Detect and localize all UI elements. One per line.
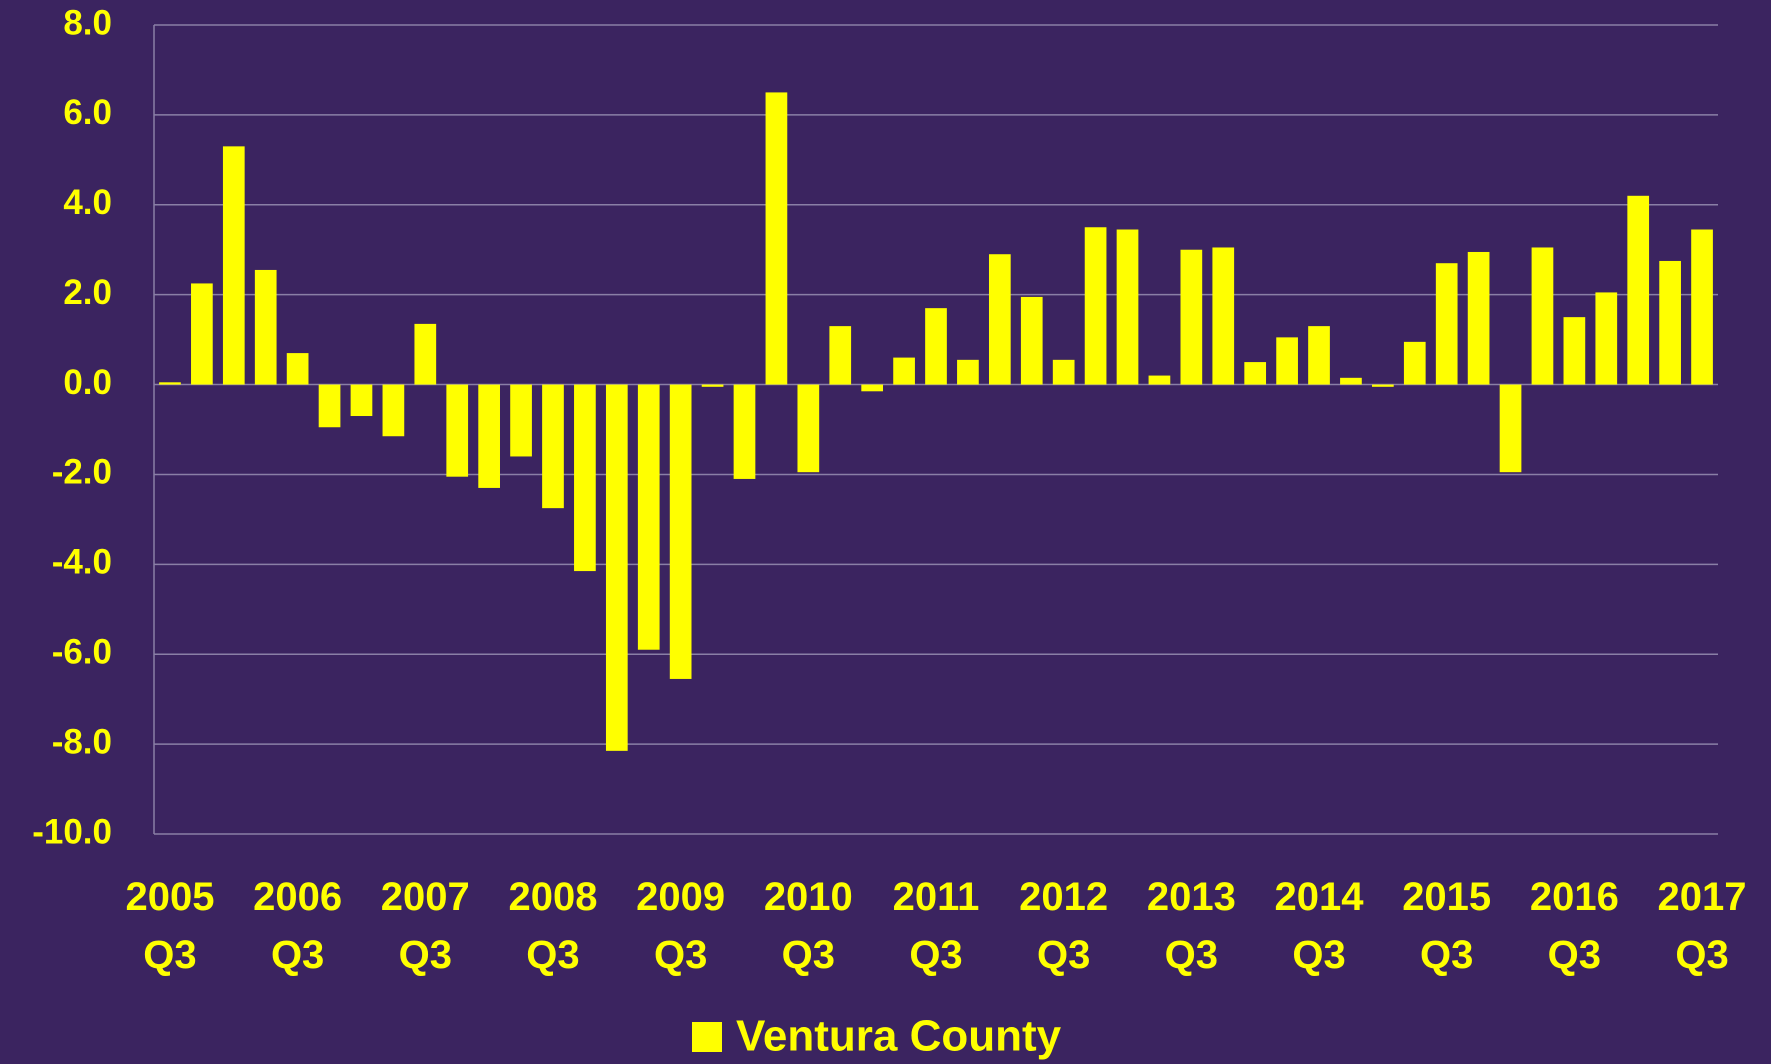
- bar: [159, 382, 181, 385]
- bar: [1467, 251, 1490, 385]
- bar: [1563, 317, 1586, 385]
- bar: [1627, 195, 1650, 385]
- y-tick-label: -4.0: [52, 543, 112, 582]
- bar: [574, 384, 596, 572]
- bar: [861, 384, 884, 392]
- bar: [350, 384, 373, 417]
- bar: [1595, 292, 1618, 385]
- bar: [1403, 341, 1426, 385]
- x-tick-label: 2013 Q3: [1146, 875, 1236, 977]
- y-tick-label: -6.0: [52, 632, 112, 671]
- x-tick-label: 2008 Q3: [508, 875, 598, 977]
- bar: [605, 384, 628, 751]
- bar: [191, 283, 213, 385]
- bar: [797, 384, 820, 473]
- bar: [1691, 229, 1713, 385]
- y-tick-label: -2.0: [52, 453, 112, 492]
- y-tick-label: -8.0: [52, 722, 112, 761]
- bar: [1244, 362, 1267, 385]
- bar: [765, 92, 788, 385]
- bar: [701, 384, 724, 387]
- bar: [1308, 326, 1330, 385]
- bar: [478, 384, 500, 488]
- x-tick-label: 2010 Q3: [763, 875, 853, 977]
- legend-label: Ventura County: [736, 1012, 1062, 1061]
- x-tick-label: 2009 Q3: [636, 875, 726, 977]
- bar: [1276, 337, 1298, 385]
- bar: [637, 384, 660, 650]
- bar: [1148, 375, 1171, 385]
- bar: [222, 146, 245, 385]
- bar: [318, 384, 341, 428]
- bar: [1020, 296, 1043, 385]
- x-tick-label: 2005 Q3: [125, 875, 215, 977]
- bar: [893, 357, 915, 385]
- bar: [1084, 227, 1107, 385]
- bar: [1531, 247, 1554, 385]
- y-tick-label: 2.0: [63, 273, 112, 312]
- x-tick-label: 2014 Q3: [1274, 875, 1364, 977]
- bar: [510, 384, 532, 457]
- bar: [382, 384, 405, 437]
- y-tick-label: 6.0: [63, 93, 112, 132]
- x-tick-label: 2007 Q3: [380, 875, 470, 977]
- legend-swatch: [692, 1022, 722, 1052]
- y-tick-label: -10.0: [32, 812, 112, 851]
- bar: [1372, 384, 1394, 387]
- y-tick-label: 0.0: [63, 363, 112, 402]
- bar: [1180, 249, 1203, 385]
- x-tick-label: 2011 Q3: [892, 875, 980, 977]
- bar: [1435, 263, 1458, 385]
- bar: [957, 359, 979, 385]
- bar: [669, 384, 692, 679]
- x-tick-label: 2017 Q3: [1657, 875, 1747, 977]
- bar: [988, 254, 1011, 385]
- x-tick-label: 2012 Q3: [1019, 875, 1109, 977]
- bar: [1116, 229, 1139, 385]
- bar: [254, 269, 277, 385]
- bar: [1052, 359, 1075, 385]
- bar: [1499, 384, 1522, 473]
- x-tick-label: 2015 Q3: [1402, 875, 1492, 977]
- y-tick-label: 4.0: [63, 183, 112, 222]
- bar: [446, 384, 469, 477]
- bar: [542, 384, 564, 509]
- bar: [286, 353, 309, 385]
- bar: [414, 323, 437, 385]
- bar: [1659, 260, 1681, 385]
- y-tick-label: 8.0: [63, 3, 112, 42]
- x-tick-label: 2016 Q3: [1529, 875, 1619, 977]
- bar: [829, 326, 852, 385]
- bar: [733, 384, 756, 479]
- x-tick-label: 2006 Q3: [253, 875, 343, 977]
- bar: [925, 308, 947, 385]
- bar: [1340, 377, 1362, 385]
- bar: [1212, 247, 1235, 385]
